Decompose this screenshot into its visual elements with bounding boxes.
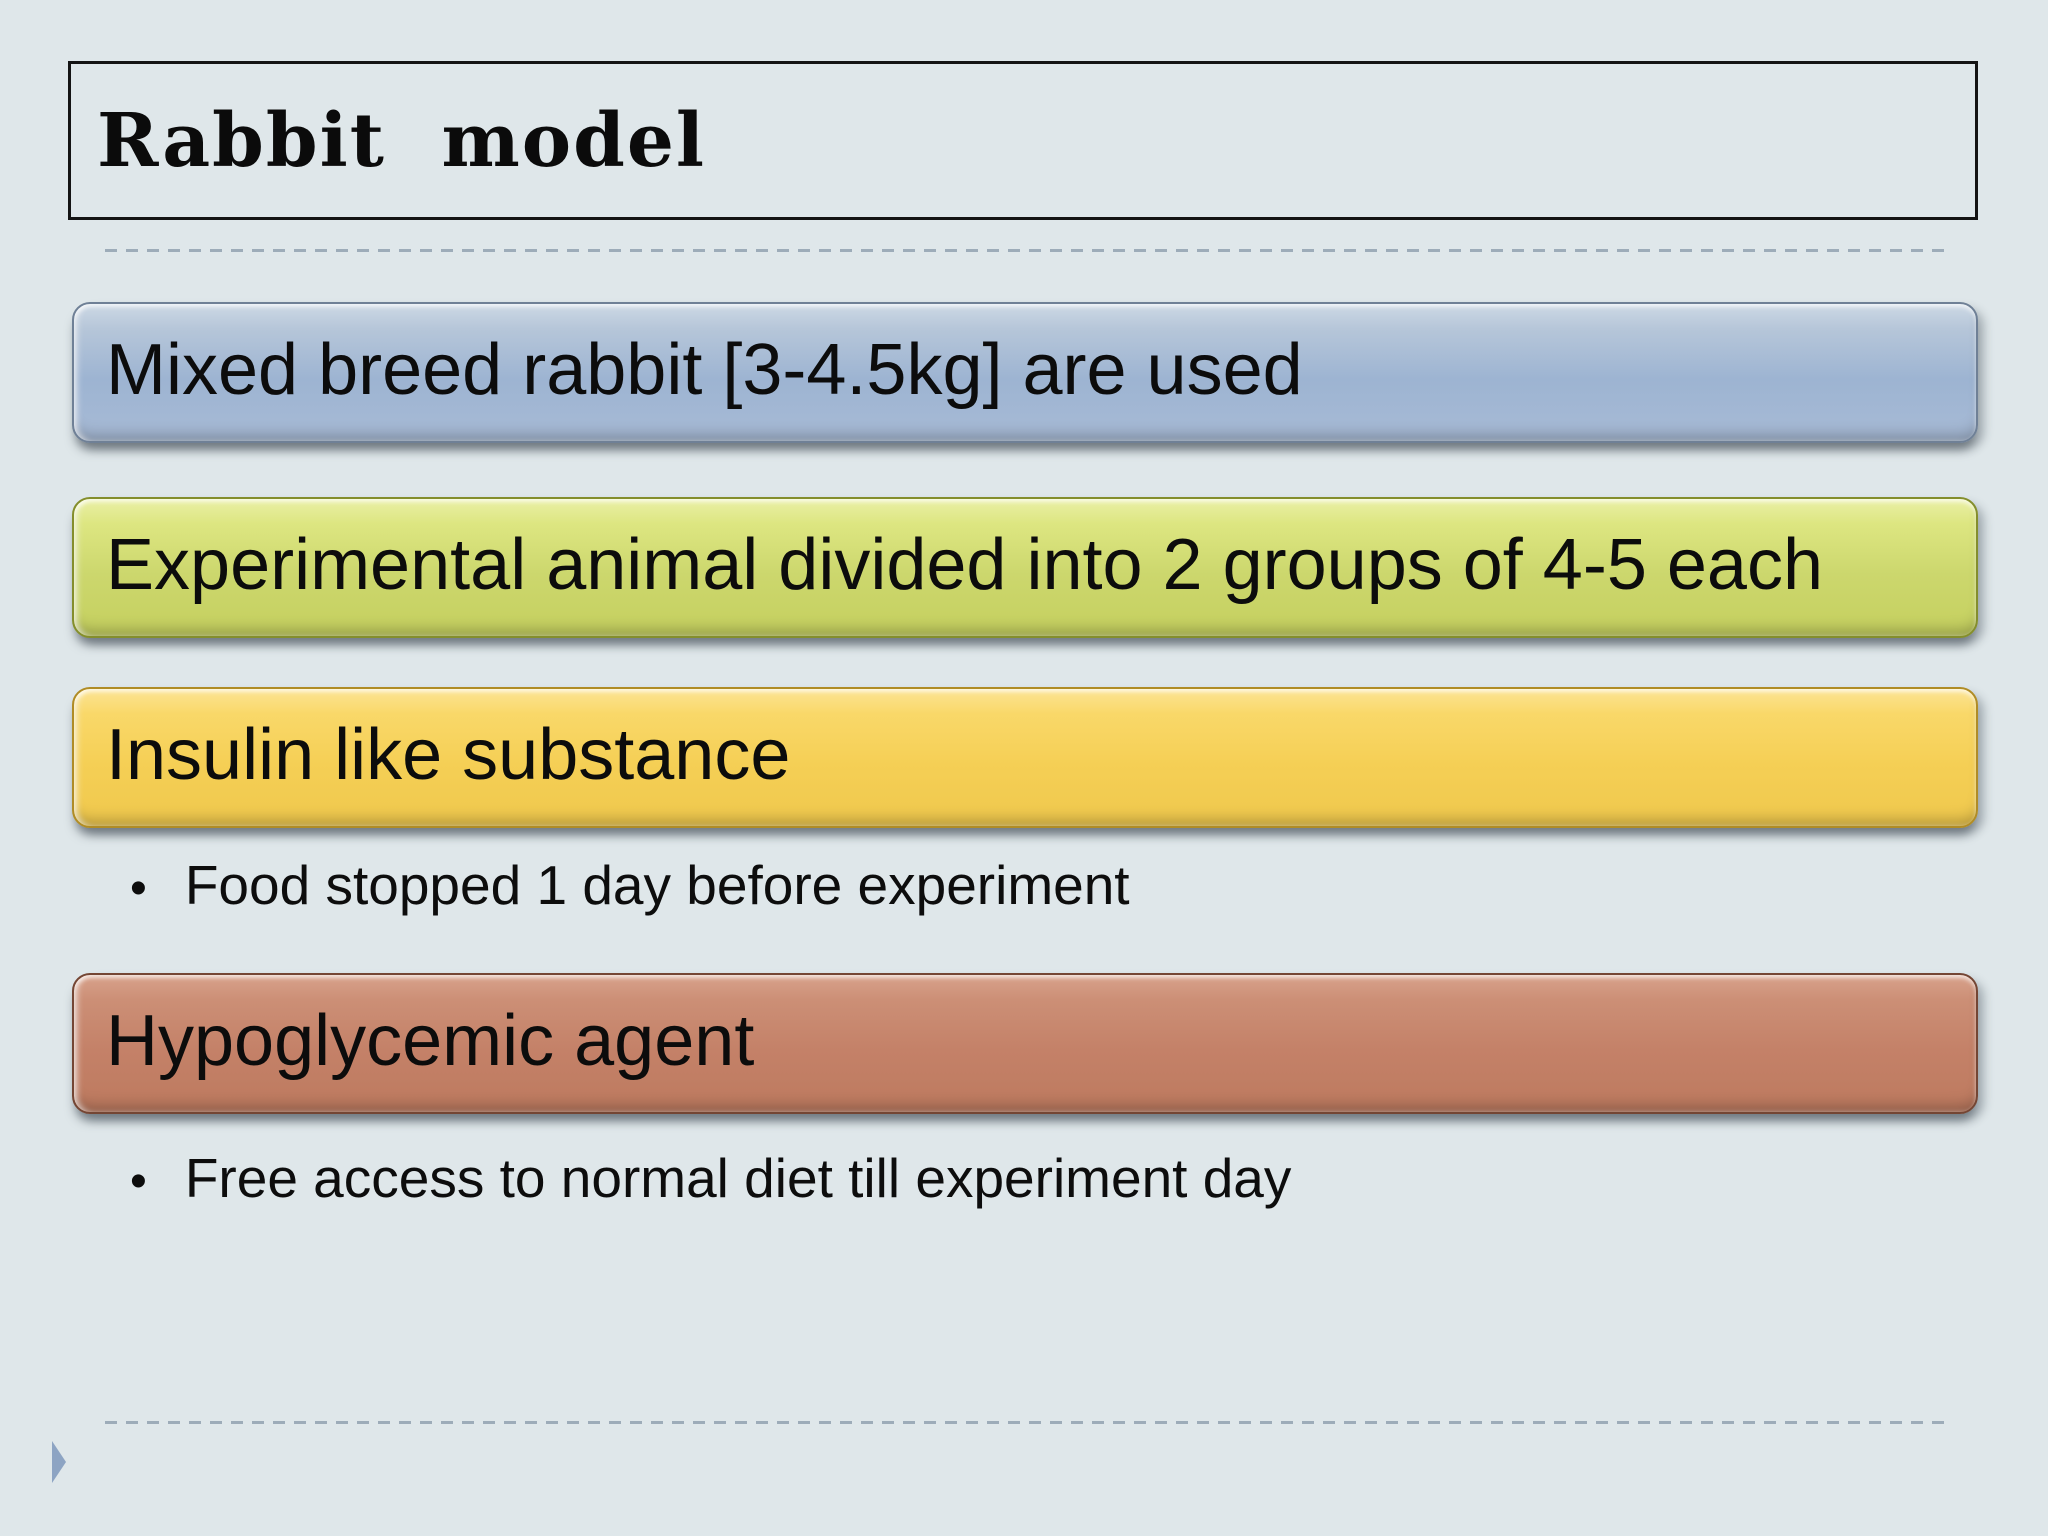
bar-hypoglycemic-agent: Hypoglycemic agent bbox=[72, 973, 1978, 1114]
bullet-text: Food stopped 1 day before experiment bbox=[184, 854, 1130, 916]
page-title: Rabbit model bbox=[97, 97, 707, 184]
bullet-free-access: • Free access to normal diet till experi… bbox=[130, 1143, 1291, 1217]
bullet-food-stopped: • Food stopped 1 day before experiment bbox=[130, 850, 1130, 924]
bar-mixed-breed-rabbit: Mixed breed rabbit [3-4.5kg] are used bbox=[72, 302, 1978, 443]
next-slide-arrow-icon bbox=[52, 1441, 66, 1483]
bar-label: Insulin like substance bbox=[106, 714, 791, 795]
bullet-icon: • bbox=[130, 862, 147, 915]
bullet-text: Free access to normal diet till experime… bbox=[184, 1147, 1292, 1209]
bar-insulin-like-substance: Insulin like substance bbox=[72, 687, 1978, 828]
title-box: Rabbit model bbox=[68, 61, 1978, 220]
bar-label: Mixed breed rabbit [3-4.5kg] are used bbox=[106, 329, 1303, 410]
divider-bottom bbox=[105, 1421, 1945, 1424]
bar-label: Hypoglycemic agent bbox=[106, 1000, 755, 1081]
bullet-icon: • bbox=[130, 1155, 147, 1208]
bar-label: Experimental animal divided into 2 group… bbox=[106, 524, 1823, 605]
divider-top bbox=[105, 249, 1945, 252]
bar-experimental-groups: Experimental animal divided into 2 group… bbox=[72, 497, 1978, 638]
